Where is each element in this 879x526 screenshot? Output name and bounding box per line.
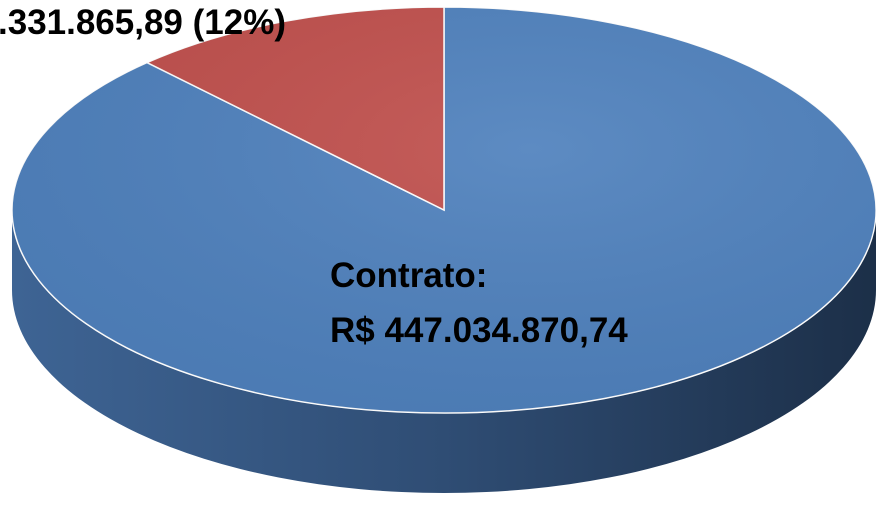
slice-name: Contrato: — [330, 256, 487, 295]
slice-label: R$ 447.034.870,74 — [330, 311, 628, 350]
pie-side — [12, 210, 876, 493]
slice-label: .331.865,89 (12%) — [0, 3, 286, 42]
